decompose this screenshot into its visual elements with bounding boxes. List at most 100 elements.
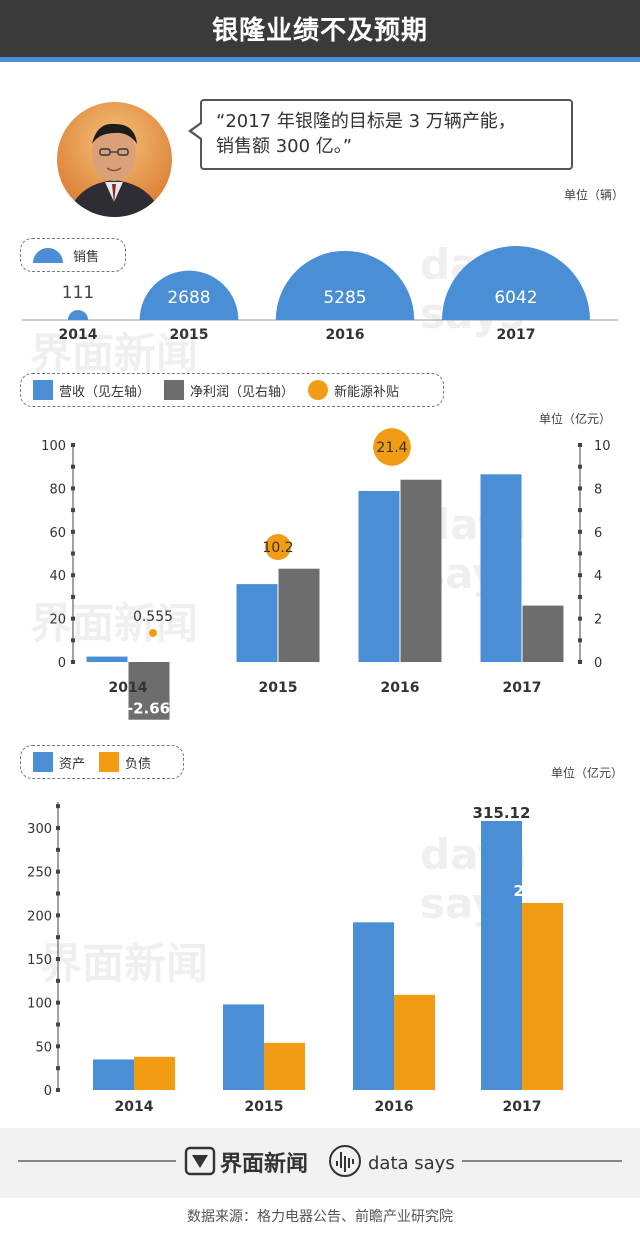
right-axis-tick	[578, 594, 582, 599]
sales-value-label: 111	[62, 283, 94, 303]
sales-value-label: 5285	[323, 288, 366, 308]
sales-dome-2015	[139, 270, 239, 320]
left-axis-tick	[71, 486, 75, 491]
finance-year-label: 2016	[381, 680, 420, 696]
right-axis-tick	[578, 529, 582, 534]
right-tick-label: 4	[594, 569, 602, 584]
left-axis-tick	[71, 529, 75, 534]
left-tick-label: 0	[58, 656, 66, 671]
subsidy-data-label: 10.2	[262, 540, 293, 556]
right-axis-tick	[578, 638, 582, 643]
left-tick-label: 60	[49, 526, 66, 541]
left-axis-tick	[71, 638, 75, 643]
assets-bar-2016	[353, 922, 394, 1090]
assets-axis-tick	[56, 804, 60, 809]
legend-assets-label: 资产	[59, 756, 86, 772]
assets-axis-tick	[56, 891, 60, 896]
assets-axis-tick	[56, 1000, 60, 1005]
revenue-bar-2017	[480, 474, 522, 662]
legend-subsidy-label: 新能源补贴	[334, 384, 400, 400]
liabilities-data-label: 237.67	[514, 882, 572, 900]
left-axis-tick	[71, 594, 75, 599]
liabilities-bar-2015	[264, 1042, 305, 1090]
avatar	[57, 102, 172, 217]
subsidy-dot-2016	[373, 428, 411, 466]
right-axis-tick	[578, 660, 582, 664]
liabilities-bar-2016	[394, 994, 435, 1090]
assets-axis-tick	[56, 913, 60, 918]
left-axis-tick	[71, 443, 75, 447]
sales-value-label: 2688	[167, 288, 210, 308]
assets-tick-label: 100	[27, 997, 52, 1012]
left-axis-tick	[71, 660, 75, 664]
assets-legend: 资产 负债	[20, 745, 184, 779]
assets-axis-tick	[56, 1022, 60, 1027]
source-note: 数据来源：格力电器公告、前瞻产业研究院	[187, 1209, 453, 1225]
assets-year-label: 2014	[115, 1099, 154, 1115]
left-axis-tick	[71, 551, 75, 556]
revenue-bar-2015	[236, 584, 278, 662]
finance-year-label: 2014	[109, 680, 148, 696]
assets-axis-tick	[56, 1088, 60, 1092]
profit-data-label: -2.66	[127, 700, 170, 718]
page-header: 银隆业绩不及预期	[0, 0, 640, 62]
sales-unit-label: 单位（辆）	[564, 188, 625, 202]
footer-brand-jiemian: 界面新闻	[220, 1151, 308, 1177]
legend-profit-label: 净利润（见右轴）	[190, 384, 295, 400]
assets-axis-tick	[56, 957, 60, 961]
right-axis-tick	[578, 464, 582, 469]
jiemian-logo-icon	[184, 1146, 216, 1176]
sales-dome-2016	[275, 250, 415, 320]
profit-bar-2017	[522, 605, 564, 662]
revenue-bar-2016	[358, 491, 400, 662]
assets-axis-tick	[56, 1044, 60, 1049]
right-axis-tick	[578, 486, 582, 491]
assets-axis-tick	[56, 935, 60, 940]
subsidy-dot-2015	[265, 534, 291, 560]
sales-dome-2017	[442, 246, 590, 320]
assets-tick-label: 150	[27, 953, 52, 968]
assets-unit-label: 单位（亿元）	[551, 766, 624, 780]
quote-line-1: “2017 年银隆的目标是 3 万辆产能，	[216, 111, 516, 132]
liabilities-bar-2017	[522, 903, 563, 1090]
right-axis-tick	[578, 551, 582, 556]
assets-tick-label: 0	[44, 1084, 52, 1099]
page-title: 银隆业绩不及预期	[211, 16, 428, 46]
profit-bar-2015	[278, 568, 320, 662]
legend-revenue-label: 营收（见左轴）	[59, 384, 151, 400]
finance-legend: 营收（见左轴） 净利润（见右轴） 新能源补贴	[20, 373, 444, 407]
assets-tick-label: 200	[27, 909, 52, 924]
left-axis-tick	[71, 616, 75, 621]
footer-brand-row: 界面新闻 data says	[0, 1128, 640, 1198]
assets-chart: 0 50 100 150 200 250 300 2014 2015 2016 315.12 237.…	[27, 802, 572, 1115]
legend-profit-swatch	[164, 380, 185, 400]
legend-liabilities-label: 负债	[125, 756, 152, 772]
assets-axis-tick	[56, 869, 60, 874]
liabilities-bar-2014	[134, 1056, 175, 1090]
sales-dome-2014	[67, 309, 89, 320]
assets-year-label: 2017	[503, 1099, 542, 1115]
assets-axis-tick	[56, 1066, 60, 1071]
assets-tick-label: 50	[35, 1040, 52, 1055]
right-axis-tick	[578, 443, 582, 447]
assets-year-label: 2016	[375, 1099, 414, 1115]
right-tick-label: 6	[594, 526, 602, 541]
left-tick-label: 80	[49, 482, 66, 497]
revenue-bar-2014	[86, 656, 128, 662]
assets-tick-label: 300	[27, 822, 52, 837]
right-tick-label: 2	[594, 613, 602, 628]
assets-bar-2014	[93, 1059, 134, 1090]
sales-year-label: 2016	[326, 327, 365, 343]
right-tick-label: 10	[594, 439, 611, 454]
quote-bubble: “2017 年银隆的目标是 3 万辆产能， 销售额 300 亿。”	[188, 99, 573, 170]
subsidy-dot-2014	[149, 629, 157, 637]
assets-axis-tick	[56, 978, 60, 983]
left-tick-label: 40	[49, 569, 66, 584]
legend-assets-swatch	[33, 752, 53, 772]
finance-chart: 0 20 40 60 80 100 0 2 4 6 8 10 -2.66 2014 2015 2016 2017…	[41, 428, 611, 720]
legend-sales-label: 销售	[73, 249, 100, 265]
subsidy-data-label: 0.555	[133, 609, 173, 625]
sales-legend: 销售	[20, 238, 126, 272]
left-axis-tick	[71, 508, 75, 513]
legend-revenue-swatch	[33, 380, 53, 400]
